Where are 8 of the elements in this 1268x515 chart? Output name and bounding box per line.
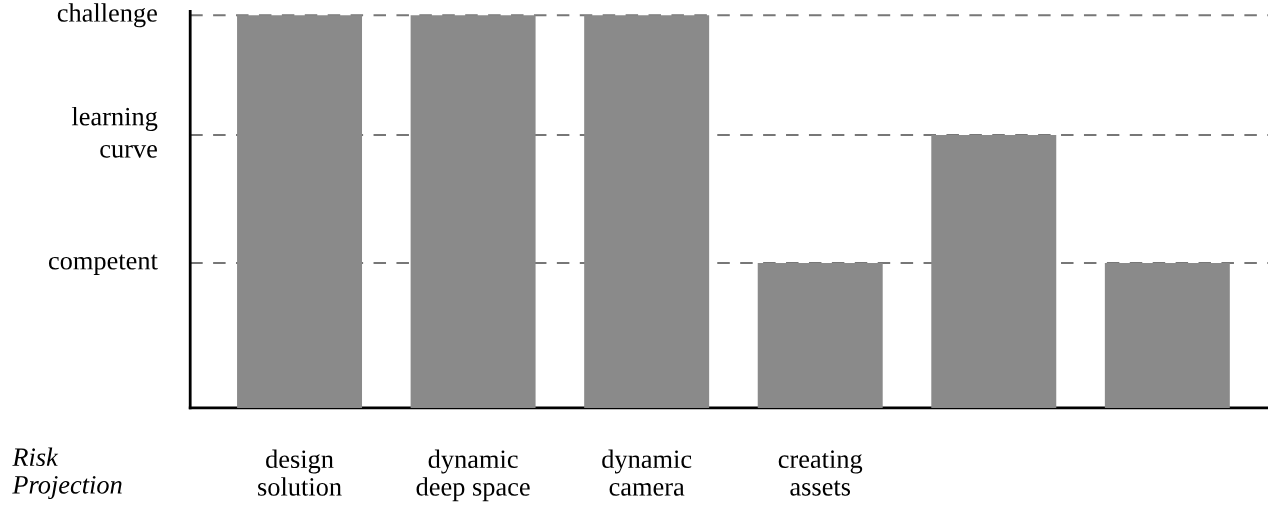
x-tick-label: creating assets bbox=[778, 450, 863, 496]
x-tick-label: dynamic camera bbox=[602, 449, 692, 496]
x-tick-label: dynamic deep space bbox=[416, 449, 530, 502]
ref-line-label: competent bbox=[48, 254, 158, 275]
x-axis-title: Risk Projection bbox=[12, 447, 122, 500]
ref-line-label: challenge bbox=[57, 3, 157, 28]
x-tick-label: design solution bbox=[258, 449, 342, 496]
ref-line-label: learning curve bbox=[71, 106, 158, 158]
